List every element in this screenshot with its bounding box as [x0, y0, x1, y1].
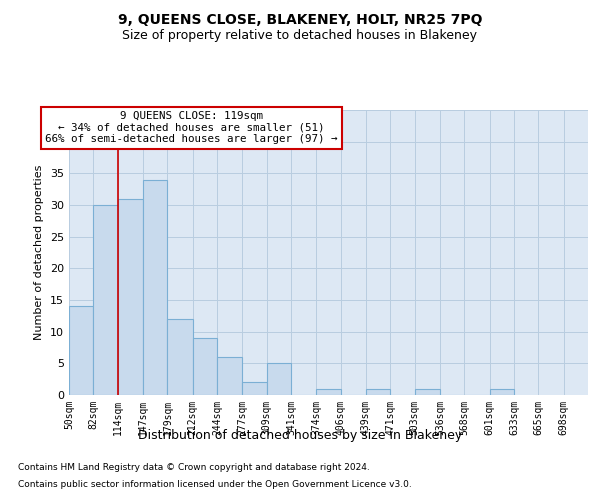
Text: Contains HM Land Registry data © Crown copyright and database right 2024.: Contains HM Land Registry data © Crown c…	[18, 464, 370, 472]
Bar	[69, 306, 94, 395]
Text: Distribution of detached houses by size in Blakeney: Distribution of detached houses by size …	[138, 428, 462, 442]
Bar	[242, 382, 266, 395]
Bar	[193, 338, 217, 395]
Bar	[217, 357, 242, 395]
Bar	[316, 388, 341, 395]
Bar	[366, 388, 391, 395]
Bar	[94, 205, 118, 395]
Text: Contains public sector information licensed under the Open Government Licence v3: Contains public sector information licen…	[18, 480, 412, 489]
Bar	[118, 198, 143, 395]
Text: 9, QUEENS CLOSE, BLAKENEY, HOLT, NR25 7PQ: 9, QUEENS CLOSE, BLAKENEY, HOLT, NR25 7P…	[118, 12, 482, 26]
Text: 9 QUEENS CLOSE: 119sqm
← 34% of detached houses are smaller (51)
66% of semi-det: 9 QUEENS CLOSE: 119sqm ← 34% of detached…	[45, 112, 337, 144]
Bar	[415, 388, 440, 395]
Text: Size of property relative to detached houses in Blakeney: Size of property relative to detached ho…	[122, 29, 478, 42]
Y-axis label: Number of detached properties: Number of detached properties	[34, 165, 44, 340]
Bar	[167, 319, 193, 395]
Bar	[266, 364, 291, 395]
Bar	[143, 180, 167, 395]
Bar	[490, 388, 514, 395]
